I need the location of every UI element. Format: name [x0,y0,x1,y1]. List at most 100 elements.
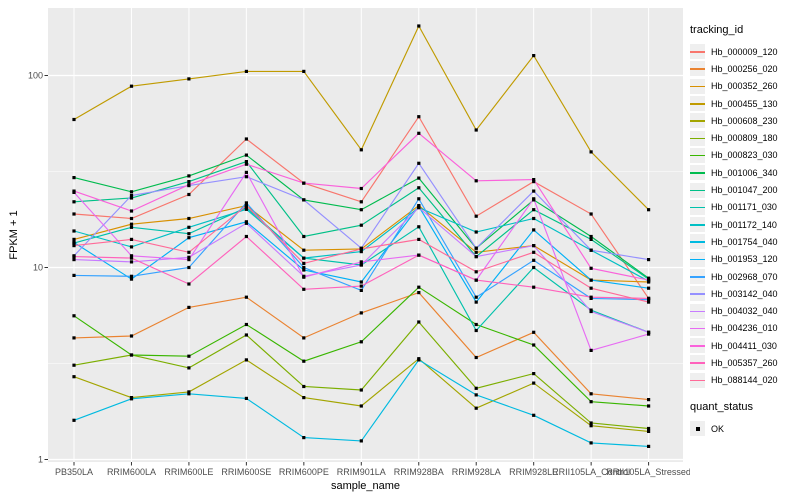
data-point [72,240,76,245]
data-point [647,258,651,262]
data-point [72,189,76,193]
data-point [244,170,248,174]
legend-item-Hb_005357_260: Hb_005357_260 [690,354,800,371]
legend-item-Hb_001754_040: Hb_001754_040 [690,233,800,250]
legend-key-line [690,120,705,122]
data-point [532,178,536,182]
data-point [129,193,134,198]
data-point [359,284,363,288]
plot-area: 1 10 100 PB350LA RRIM600LA RRIM600LE RRIM600SE… [28,8,690,477]
legend-key-swatch [690,44,705,60]
data-point [244,204,248,208]
data-point [129,84,134,88]
data-point [589,150,593,154]
y-tick-label: 100 [28,71,43,81]
data-point [532,265,536,270]
data-point [302,275,306,279]
data-point [532,372,536,376]
data-point [187,392,191,396]
data-point [244,206,248,210]
data-point [302,384,306,389]
data-point [72,273,76,277]
data-point [302,268,306,272]
legend-key-line [690,345,705,347]
data-point [647,208,651,212]
legend-key-line [690,241,705,243]
legend-item-Hb_000608_230: Hb_000608_230 [690,112,800,129]
data-point [647,404,651,408]
data-point [417,206,421,210]
data-point [359,388,363,392]
data-point [417,237,421,241]
data-point [647,444,651,448]
data-point [647,300,651,304]
data-point [417,197,421,201]
legend-key-line [690,379,705,382]
data-point [532,244,536,248]
data-point [72,117,76,122]
data-point [532,258,536,262]
x-tick-label: RRIM600SE [221,467,271,477]
data-point [474,300,478,304]
data-point [187,258,191,262]
data-point [647,429,651,433]
legend-item-Hb_004411_030: Hb_004411_030 [690,337,800,354]
data-point [129,190,134,194]
legend-key-line [690,137,705,140]
data-point [359,250,363,254]
legend-item-label: Hb_004236_010 [711,323,778,334]
x-tick-label: RRII105LA_Control [552,467,630,477]
legend-key-swatch [690,147,705,163]
data-point [589,400,593,404]
data-point [647,398,651,402]
data-point [532,381,536,385]
legend-item-Hb_088144_020: Hb_088144_020 [690,372,800,389]
data-point [474,393,478,397]
data-point [417,225,421,229]
legend-item-label: Hb_001953_120 [711,254,778,265]
data-point [589,234,593,239]
data-point [417,253,421,257]
legend-item-label: Hb_000823_030 [711,150,778,161]
data-point [359,223,363,227]
legend-key-line [690,172,705,174]
data-point [72,229,76,233]
data-point [72,200,76,204]
data-point [359,208,363,212]
legend-item-Hb_000352_260: Hb_000352_260 [690,78,800,95]
data-point [129,222,134,226]
x-tick-label: RRIM928BA [394,467,444,477]
data-point [359,148,363,152]
data-point [129,397,134,401]
data-point [417,186,421,190]
data-point [72,336,76,340]
legend-key-swatch [690,96,705,112]
data-point [187,305,191,309]
data-point [359,404,363,408]
data-point [417,115,421,119]
legend-key-swatch [690,269,705,284]
legend-item-Hb_000823_030: Hb_000823_030 [690,147,800,164]
data-point [187,366,191,370]
data-point [359,439,363,443]
legend-item-label: Hb_000352_260 [711,81,778,92]
data-point [359,200,363,204]
x-tick-label: RRIM928LA [452,467,501,477]
legend-item-label: Hb_002968_070 [711,271,778,282]
legend-key-swatch [690,355,705,371]
legend-item-Hb_004236_010: Hb_004236_010 [690,320,800,337]
data-point [187,282,191,286]
legend-key-line [690,68,705,70]
data-point [244,175,248,179]
legend-key-swatch [690,199,705,215]
data-point [474,328,478,333]
data-point [647,332,651,336]
legend-key-line [690,310,705,313]
legend-key-swatch [690,234,705,250]
data-point [474,179,478,183]
x-tick-label: RRII105LA_Stressed [606,467,690,477]
x-tick-label: RRIM600LA [107,467,156,477]
data-point [129,277,134,281]
data-point [129,353,134,357]
legend-key-swatch [690,78,705,94]
